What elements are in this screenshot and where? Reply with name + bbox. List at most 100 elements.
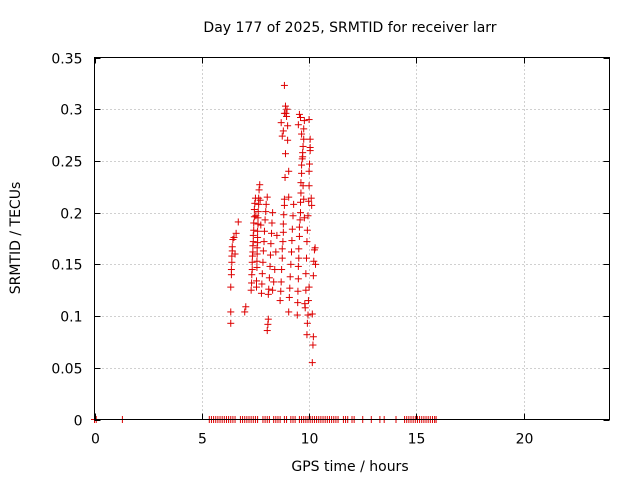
data-point xyxy=(299,142,307,150)
data-point xyxy=(249,248,257,256)
data-point xyxy=(310,257,318,265)
x-tick-label: 5 xyxy=(198,432,207,448)
y-tick-label: 0.2 xyxy=(60,207,82,223)
data-point xyxy=(308,359,316,367)
data-point xyxy=(294,287,302,295)
y-tick-label: 0.3 xyxy=(60,103,82,119)
data-point xyxy=(264,315,272,323)
data-point xyxy=(285,193,293,201)
data-point xyxy=(303,226,311,234)
data-point xyxy=(285,308,293,316)
data-point xyxy=(272,248,280,256)
data-point xyxy=(260,238,268,246)
data-point xyxy=(276,297,284,305)
data-point xyxy=(289,212,297,220)
data-point xyxy=(257,289,265,297)
data-point xyxy=(262,208,270,216)
data-point xyxy=(300,117,308,125)
data-point xyxy=(293,311,301,319)
data-point xyxy=(305,167,313,175)
data-point xyxy=(295,254,303,262)
data-point xyxy=(265,274,273,282)
data-point xyxy=(309,272,317,280)
data-point xyxy=(278,245,286,253)
data-point xyxy=(270,278,278,286)
data-point xyxy=(284,122,292,130)
data-point xyxy=(260,227,268,235)
data-point xyxy=(300,125,308,133)
data-point xyxy=(250,213,258,221)
data-point xyxy=(312,260,320,268)
data-point xyxy=(294,121,302,129)
data-point xyxy=(304,311,312,319)
data-point xyxy=(303,331,311,339)
data-point xyxy=(227,283,235,291)
data-point xyxy=(250,226,258,234)
data-point xyxy=(297,198,304,206)
data-point xyxy=(262,200,270,208)
data-point xyxy=(277,287,285,295)
data-point xyxy=(288,237,296,245)
data-point xyxy=(228,243,236,251)
x-tick-label: 15 xyxy=(408,432,426,448)
y-tick-label: 0 xyxy=(74,414,83,430)
data-point xyxy=(294,299,302,307)
y-tick-label: 0.35 xyxy=(51,52,82,68)
data-point xyxy=(266,251,274,259)
plot-frame xyxy=(94,57,610,420)
data-point xyxy=(300,135,308,143)
chart-title: Day 177 of 2025, SRMTID for receiver lar… xyxy=(203,20,496,36)
data-point xyxy=(300,195,308,203)
data-point xyxy=(258,280,266,288)
data-point xyxy=(302,286,310,294)
data-point xyxy=(227,319,235,327)
data-point xyxy=(295,245,303,253)
data-point xyxy=(309,333,317,341)
data-point xyxy=(283,105,291,113)
data-point xyxy=(283,112,291,120)
data-point xyxy=(242,303,250,311)
data-point xyxy=(299,182,307,190)
data-point xyxy=(311,244,319,252)
data-point xyxy=(253,257,261,265)
data-point xyxy=(258,270,266,278)
data-point xyxy=(251,199,259,207)
data-point xyxy=(280,211,288,219)
data-point xyxy=(287,260,295,268)
data-point xyxy=(281,173,289,181)
data-point xyxy=(294,262,302,270)
data-point xyxy=(297,113,304,121)
data-point xyxy=(280,81,288,89)
data-point xyxy=(286,273,294,281)
data-point xyxy=(250,206,258,214)
data-point xyxy=(307,194,315,202)
data-point xyxy=(303,319,311,327)
data-point xyxy=(306,147,314,155)
data-point xyxy=(281,150,289,158)
data-point xyxy=(296,216,304,224)
data-point xyxy=(290,200,298,208)
data-point xyxy=(278,254,286,262)
data-point xyxy=(304,212,312,220)
data-point xyxy=(286,284,294,292)
data-point xyxy=(298,169,306,177)
data-point xyxy=(297,209,304,217)
data-point xyxy=(261,216,269,224)
data-point xyxy=(268,229,276,237)
data-point xyxy=(284,136,292,144)
data-point xyxy=(253,277,261,285)
data-point xyxy=(279,127,287,135)
data-point xyxy=(279,238,287,246)
data-point xyxy=(259,258,267,266)
data-point xyxy=(227,308,235,316)
data-point xyxy=(254,208,262,216)
data-point xyxy=(253,250,261,258)
data-point xyxy=(304,297,312,305)
data-point xyxy=(306,160,314,168)
data-point xyxy=(300,214,308,222)
data-point xyxy=(288,225,296,233)
data-point xyxy=(230,233,238,241)
y-axis-label: SRMTID / TECUs xyxy=(8,182,24,295)
